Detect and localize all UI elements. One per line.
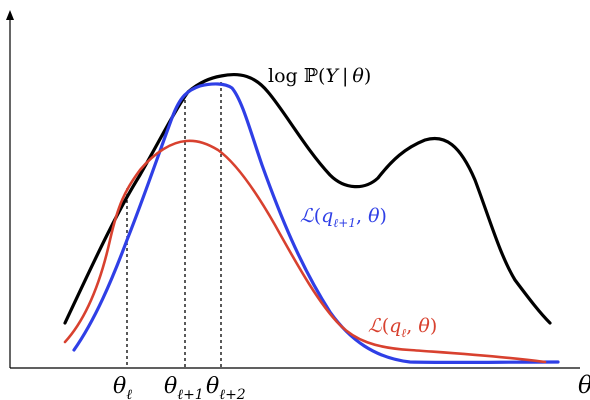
tick-theta-l1: θℓ+1 <box>164 374 204 400</box>
elbo-current-curve <box>63 139 547 364</box>
elbo-next-curve <box>72 82 560 365</box>
tick-theta-l: θℓ <box>113 374 132 400</box>
theta-markers <box>126 82 222 368</box>
log-likelihood-label: log ℙ(Y | θ) <box>268 65 371 87</box>
elbo-current-label: ℒ(qℓ, θ) <box>368 315 437 340</box>
y-axis-arrow-icon <box>6 10 14 20</box>
tick-theta-l2: θℓ+2 <box>206 374 246 400</box>
elbo-next-label: ℒ(qℓ+1, θ) <box>300 205 387 230</box>
axes <box>6 10 580 369</box>
x-axis-label: θ <box>578 371 590 399</box>
log-likelihood-curve <box>63 72 552 325</box>
